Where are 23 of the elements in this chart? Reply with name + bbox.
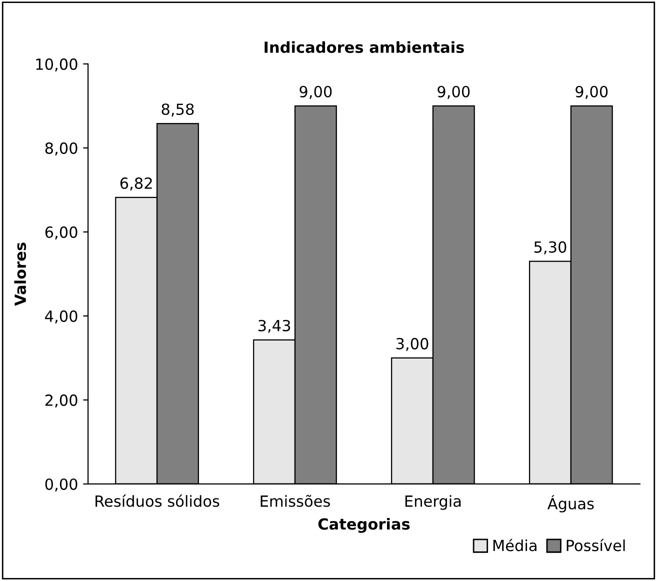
x-axis-title: Categorias <box>318 518 410 533</box>
chart-title: Indicadores ambientais <box>264 41 464 54</box>
data-label: 5,30 <box>534 241 566 254</box>
data-label: 6,82 <box>120 177 152 191</box>
legend-label: Média <box>493 538 536 552</box>
y-tick-label: 8,00 <box>45 142 78 156</box>
y-tick-label: 10,00 <box>36 58 78 72</box>
data-label: 3,43 <box>258 320 290 333</box>
y-tick-label: 2,00 <box>45 394 78 408</box>
y-tick-label: 0,00 <box>45 478 78 492</box>
data-label: 3,00 <box>396 338 428 351</box>
data-label: 9,00 <box>576 86 608 99</box>
y-tick-label: 4,00 <box>45 310 78 324</box>
x-tick-label: Emissões <box>260 494 330 507</box>
x-tick-label: Resíduos sólidos <box>96 494 220 507</box>
data-label: 8,58 <box>162 103 194 117</box>
x-tick-label: Energia <box>405 495 461 510</box>
data-label: 9,00 <box>300 86 332 99</box>
data-label: 9,00 <box>438 86 470 99</box>
x-tick-label: Águas <box>547 495 594 512</box>
legend-label: Possível <box>566 538 625 552</box>
y-axis-title: Valores <box>14 242 26 306</box>
y-tick-label: 6,00 <box>45 226 78 240</box>
